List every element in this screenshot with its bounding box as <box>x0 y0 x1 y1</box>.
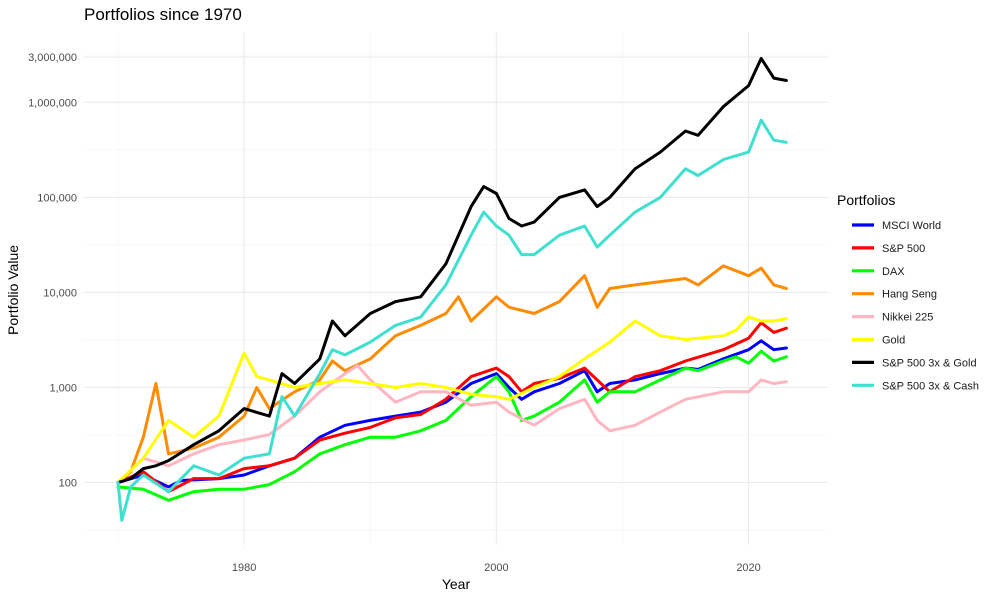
series-line-s-p-500-3x-cash <box>116 118 788 522</box>
y-tick-label: 1,000 <box>49 382 77 394</box>
legend: Portfolios MSCI World S&P 500 DAX Hang Seng… <box>837 192 979 392</box>
y-tick-label: 100 <box>59 478 77 490</box>
y-tick-label: 1,000,000 <box>28 97 77 109</box>
legend-label-msci-world: MSCI World <box>882 220 941 232</box>
x-tick-label: 2020 <box>736 562 760 574</box>
legend-label-s-p-500-3x-cash: S&P 500 3x & Cash <box>882 380 979 392</box>
legend-label-s-p-500: S&P 500 <box>882 243 925 255</box>
x-axis-title: Year <box>442 576 471 592</box>
y-tick-label: 10,000 <box>43 287 77 299</box>
series-line-nikkei-225 <box>116 364 788 484</box>
series-line-hang-seng <box>116 264 788 484</box>
legend-label-s-p-500-3x-gold: S&P 500 3x & Gold <box>882 357 977 369</box>
y-axis-title: Portfolio Value <box>5 245 21 335</box>
y-tick-label: 3,000,000 <box>28 52 77 64</box>
legend-label-nikkei-225: Nikkei 225 <box>882 312 933 324</box>
x-tick-label: 2000 <box>484 562 508 574</box>
chart-title: Portfolios since 1970 <box>84 5 242 24</box>
legend-label-dax: DAX <box>882 266 905 278</box>
series-line-s-p-500 <box>116 321 788 494</box>
y-tick-label: 100,000 <box>37 192 77 204</box>
grid <box>84 32 828 545</box>
plot-lines <box>116 56 788 522</box>
series-line-gold <box>116 315 788 484</box>
legend-label-hang-seng: Hang Seng <box>882 289 937 301</box>
series-line-s-p-500-3x-gold <box>116 56 788 484</box>
x-tick-label: 1980 <box>232 562 256 574</box>
axis-ticks: 1980 2000 2020 100 1,000 10,000 100,000 1,000,0… <box>28 52 761 574</box>
legend-title: Portfolios <box>837 192 895 208</box>
series-line-dax <box>116 349 788 502</box>
legend-label-gold: Gold <box>882 335 905 347</box>
